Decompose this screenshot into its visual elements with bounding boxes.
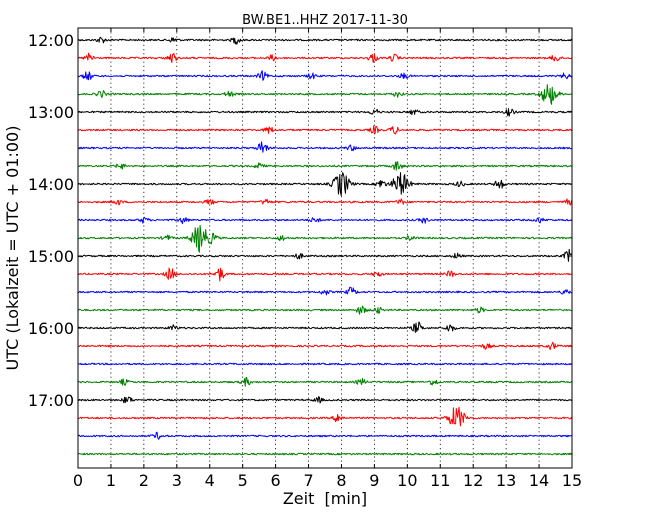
chart-title: BW.BE1..HHZ 2017-11-30	[242, 13, 408, 28]
x-tick-label: 10	[397, 471, 417, 490]
trace-line	[77, 431, 573, 440]
trace-line	[77, 84, 573, 105]
x-tick-label: 6	[271, 471, 281, 490]
x-tick-label: 3	[172, 471, 182, 490]
trace-line	[77, 224, 573, 253]
y-tick-label: 15:00	[28, 247, 74, 266]
trace-line	[77, 267, 573, 282]
x-axis-label: Zeit [min]	[283, 489, 367, 508]
trace-line	[78, 305, 573, 315]
trace-line	[77, 396, 573, 404]
trace-line	[77, 52, 573, 63]
trace-line	[77, 70, 573, 81]
trace-line	[77, 172, 573, 197]
trace-line	[77, 161, 573, 171]
x-tick-label: 4	[205, 471, 215, 490]
trace-line	[77, 452, 573, 456]
trace-line	[77, 321, 573, 333]
y-axis-label: UTC (Lokalzeit = UTC + 01:00)	[3, 126, 22, 371]
trace-group	[77, 36, 573, 456]
y-tick-label: 12:00	[28, 31, 74, 50]
trace-line	[77, 406, 573, 427]
x-tick-label: 5	[238, 471, 248, 490]
x-tick-label: 1	[106, 471, 116, 490]
plot-frame	[77, 27, 573, 469]
x-tick-label: 11	[430, 471, 450, 490]
trace-line	[77, 248, 573, 262]
axis-ticks: 0 1 2 3 4 5 6 7 8 9 10 11 12 13 14 1512:0013:0014:0015:…	[28, 28, 582, 490]
trace-line	[77, 286, 573, 296]
trace-line	[77, 216, 573, 225]
trace-line	[77, 36, 573, 45]
y-tick-label: 14:00	[28, 175, 74, 194]
y-tick-label: 16:00	[28, 319, 74, 338]
x-tick-label: 7	[303, 471, 313, 490]
x-tick-label: 14	[529, 471, 549, 490]
y-tick-label: 13:00	[28, 103, 74, 122]
trace-line	[77, 141, 573, 153]
x-tick-label: 9	[369, 471, 379, 490]
x-tick-label: 2	[139, 471, 149, 490]
x-tick-label: 0	[73, 471, 83, 490]
x-tick-label: 15	[562, 471, 582, 490]
trace-line	[77, 108, 573, 117]
x-tick-label: 8	[336, 471, 346, 490]
trace-line	[77, 341, 573, 351]
trace-line	[77, 125, 573, 135]
trace-line	[77, 362, 573, 366]
trace-line	[77, 198, 573, 206]
y-tick-label: 17:00	[28, 391, 74, 410]
x-tick-label: 13	[496, 471, 516, 490]
trace-line	[77, 376, 573, 387]
x-tick-label: 12	[463, 471, 483, 490]
